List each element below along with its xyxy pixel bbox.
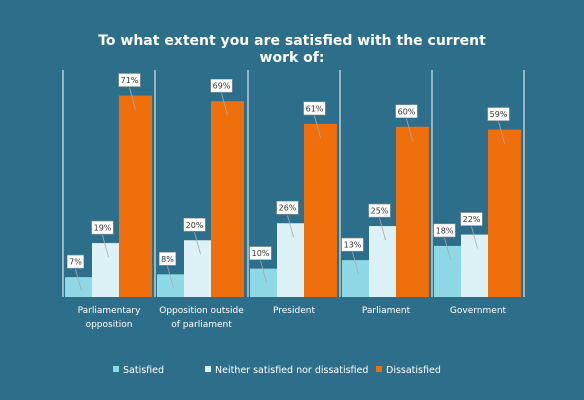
data-label-leader: [314, 115, 321, 139]
data-label: 59%: [490, 110, 508, 119]
data-label-box: [341, 237, 364, 252]
chart-title: To what extent you are satisfied with th…: [98, 33, 486, 66]
legend-swatch: [376, 366, 382, 372]
data-label-box: [433, 223, 456, 238]
plot-area: 7% 19% 71% Parliamentary opposition 8% 20% 69% O…: [62, 70, 525, 330]
data-label-box: [91, 220, 114, 235]
data-label-box: [460, 212, 483, 226]
data-label-box: [368, 203, 391, 218]
category-label: Opposition outside: [159, 306, 244, 316]
data-label: 19%: [94, 224, 112, 233]
data-label: 22%: [463, 215, 481, 224]
data-label-box: [276, 200, 299, 215]
bar-satisfied-0: [65, 277, 98, 297]
category-label: President: [273, 306, 315, 316]
data-label-box: [303, 101, 326, 116]
data-label: 69%: [213, 82, 231, 91]
bar-dissatisfied-0: [119, 95, 152, 297]
category-label: of parliament: [171, 320, 232, 330]
legend-label: Neither satisfied nor dissatisfied: [215, 365, 368, 376]
legend-swatch: [205, 366, 211, 372]
data-label-leader: [75, 269, 82, 292]
data-label-leader: [379, 217, 386, 241]
data-label-leader: [287, 215, 294, 238]
data-label-leader: [167, 266, 174, 289]
chart-title-line-1: To what extent you are satisfied with th…: [98, 33, 486, 49]
data-label: 13%: [344, 241, 362, 250]
data-label-box: [487, 107, 510, 121]
data-label: 10%: [252, 249, 270, 258]
bar-dissatisfied-4: [488, 129, 521, 297]
data-label: 7%: [69, 258, 82, 267]
chart-title-line-2: work of:: [260, 50, 325, 66]
data-label: 26%: [279, 204, 297, 213]
legend-swatch: [113, 366, 119, 372]
data-label-box: [159, 252, 176, 266]
category-label: opposition: [86, 320, 133, 330]
data-label: 20%: [186, 221, 204, 230]
data-label-leader: [471, 226, 478, 249]
data-label-leader: [221, 93, 228, 116]
bar-dissatisfied-3: [396, 126, 429, 297]
data-label-leader: [406, 118, 413, 141]
data-label-box: [210, 78, 233, 93]
data-label-box: [249, 246, 272, 260]
data-label-box: [183, 218, 206, 232]
data-label: 61%: [306, 104, 324, 113]
data-label: 71%: [121, 76, 139, 85]
data-label-leader: [444, 237, 451, 261]
data-label: 18%: [436, 226, 454, 235]
data-label-box: [395, 104, 418, 118]
data-label-leader: [352, 252, 359, 275]
data-label: 8%: [161, 255, 174, 264]
data-label-leader: [498, 121, 505, 144]
data-label-leader: [260, 260, 267, 283]
category-label: Government: [450, 306, 507, 316]
legend-label: Dissatisfied: [386, 365, 441, 376]
bar-satisfied-1: [157, 274, 190, 297]
data-label-box: [67, 254, 84, 269]
category-label: Parliamentary: [78, 306, 142, 316]
bar-dissatisfied-1: [211, 101, 244, 298]
legend-label: Satisfied: [123, 365, 164, 376]
data-label-box: [118, 73, 141, 87]
data-label: 25%: [371, 207, 389, 216]
data-label-leader: [194, 232, 201, 255]
data-label-leader: [102, 234, 109, 258]
legend: Satisfied Neither satisfied nor dissatisf…: [113, 365, 441, 376]
data-label-leader: [129, 87, 136, 110]
category-label: Parliament: [362, 306, 411, 316]
bar-dissatisfied-2: [304, 123, 337, 297]
data-label: 60%: [398, 107, 416, 116]
